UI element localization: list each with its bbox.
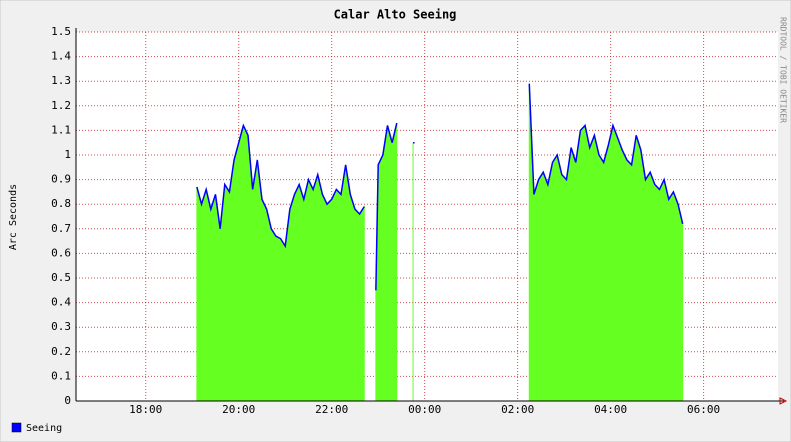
x-tick-label: 00:00 bbox=[408, 403, 441, 416]
y-tick-label: 0.8 bbox=[51, 197, 71, 210]
y-axis-label: Arc Seconds bbox=[8, 184, 19, 250]
x-tick-label: 06:00 bbox=[687, 403, 720, 416]
legend-label: Seeing bbox=[26, 423, 62, 434]
y-tick-label: 1.2 bbox=[51, 99, 71, 112]
watermark: RRDTOOL / TOBI OETIKER bbox=[779, 17, 788, 123]
y-tick-label: 1.1 bbox=[51, 123, 71, 136]
x-tick-label: 20:00 bbox=[222, 403, 255, 416]
y-tick-label: 1 bbox=[64, 148, 71, 161]
line bbox=[196, 83, 684, 291]
x-axis-arrow bbox=[779, 397, 788, 405]
legend-swatch bbox=[11, 422, 22, 433]
x-tick-label: 22:00 bbox=[315, 403, 348, 416]
y-tick-label: 0.5 bbox=[51, 271, 71, 284]
x-tick-label: 04:00 bbox=[594, 403, 627, 416]
y-tick-label: 0.3 bbox=[51, 320, 71, 333]
y-tick-label: 0.1 bbox=[51, 369, 71, 382]
y-tick-label: 0 bbox=[64, 394, 71, 407]
y-tick-label: 1.4 bbox=[51, 50, 71, 63]
y-tick-label: 0.9 bbox=[51, 173, 71, 186]
x-tick-label: 18:00 bbox=[129, 403, 162, 416]
y-tick-label: 1.5 bbox=[51, 25, 71, 38]
y-tick-label: 1.3 bbox=[51, 74, 71, 87]
y-tick-label: 0.6 bbox=[51, 246, 71, 259]
y-tick-label: 0.4 bbox=[51, 296, 71, 309]
y-tick-label: 0.7 bbox=[51, 222, 71, 235]
y-tick-label: 0.2 bbox=[51, 345, 71, 358]
x-tick-label: 02:00 bbox=[501, 403, 534, 416]
chart-title: Calar Alto Seeing bbox=[334, 8, 457, 22]
